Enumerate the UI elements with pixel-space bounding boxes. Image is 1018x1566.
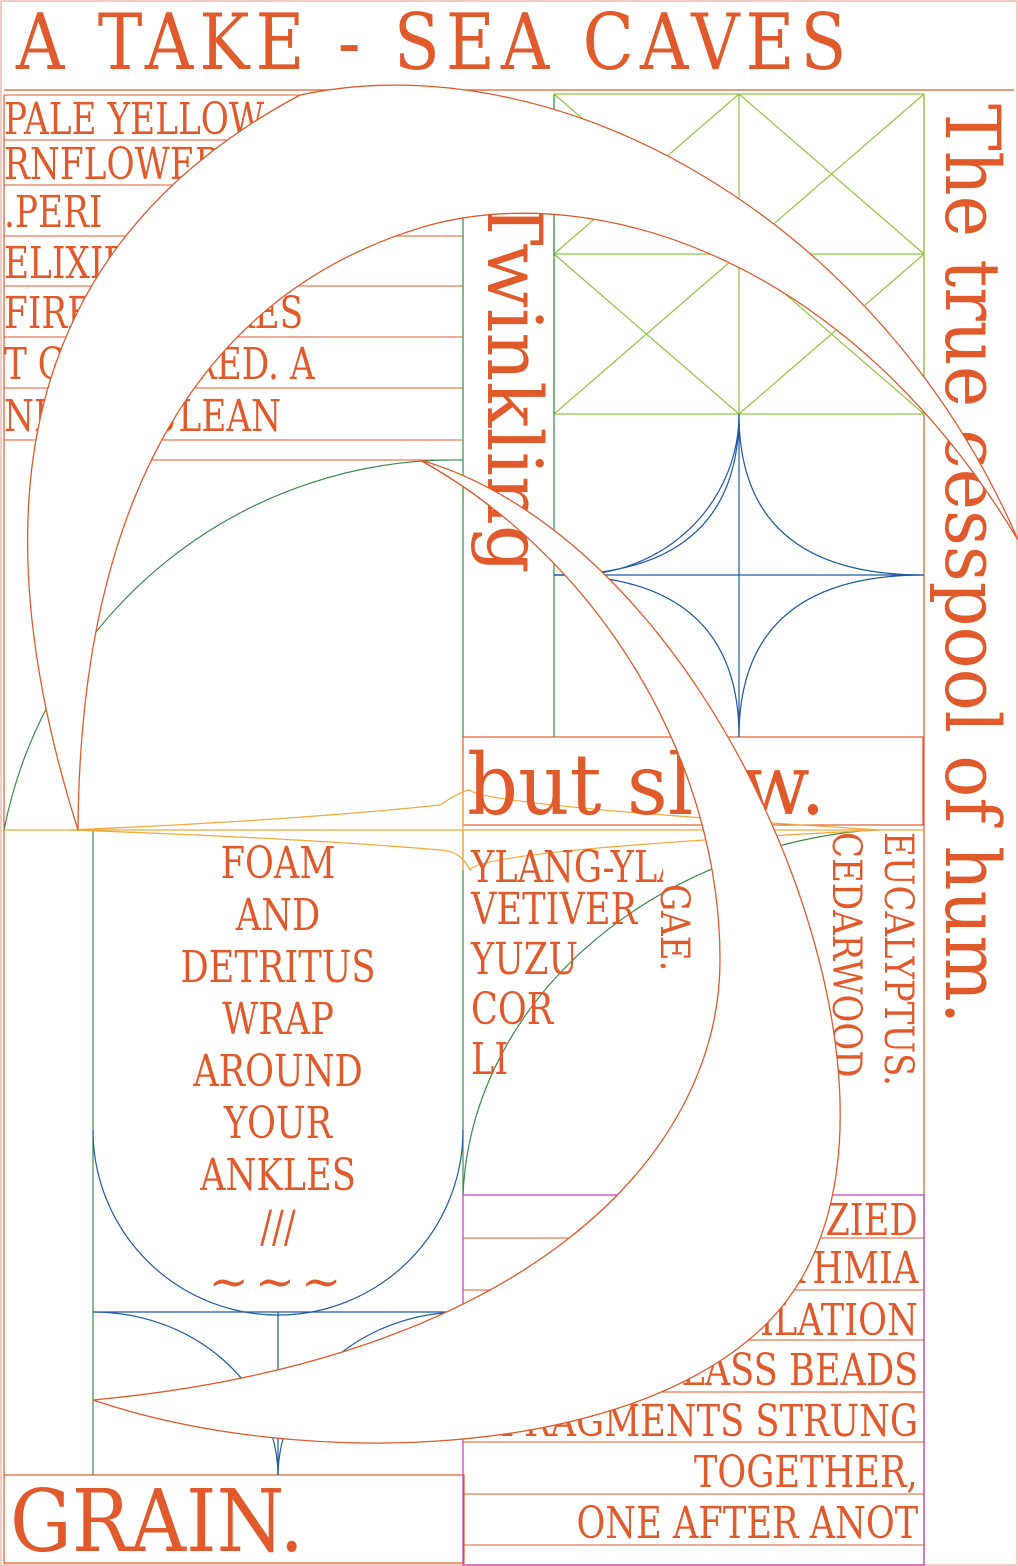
list-item: PALE YELLOW xyxy=(4,95,265,145)
right-list-item: ONE AFTER ANOT xyxy=(576,1498,918,1549)
large-crescent-right xyxy=(92,459,841,1444)
green-arc xyxy=(3,459,464,831)
foam-line: ANKLES xyxy=(200,1150,356,1201)
large-crescent-left xyxy=(26,84,1018,831)
scent-item: LI xyxy=(471,1034,509,1085)
foam-line: AROUND xyxy=(193,1046,363,1097)
foam-line: /// xyxy=(260,1202,296,1253)
foam-text-column: FOAM AND DETRITUS WRAP AROUND YOUR ANKLE… xyxy=(93,842,463,1310)
grain-box-text-wrap: GRAIN. xyxy=(4,1475,464,1565)
foam-line: DETRITUS xyxy=(180,942,376,993)
grain-text: GRAIN. xyxy=(10,1475,304,1565)
scent-item: COR xyxy=(471,984,554,1035)
foam-line: WRAP xyxy=(222,994,334,1045)
foam-line: YOUR xyxy=(223,1098,333,1149)
yellow-lens xyxy=(69,789,881,872)
scent-item: YUZU xyxy=(471,934,579,985)
foam-line: AND xyxy=(235,890,321,941)
scent-list: YLANG-YLANG VETIVER YUZU COR LI xyxy=(463,842,663,1092)
foam-line: FOAM xyxy=(220,838,336,889)
grain-box xyxy=(3,1474,465,1564)
foam-line: ~~~ xyxy=(208,1254,348,1310)
scent-item: YLANG-YLANG xyxy=(471,842,663,893)
list-item: .PERI xyxy=(4,187,103,238)
scent-item: VETIVER xyxy=(471,884,638,935)
poster-title: A TAKE - SEA CAVES xyxy=(16,0,853,88)
right-list-item: TOGETHER, xyxy=(694,1447,918,1498)
